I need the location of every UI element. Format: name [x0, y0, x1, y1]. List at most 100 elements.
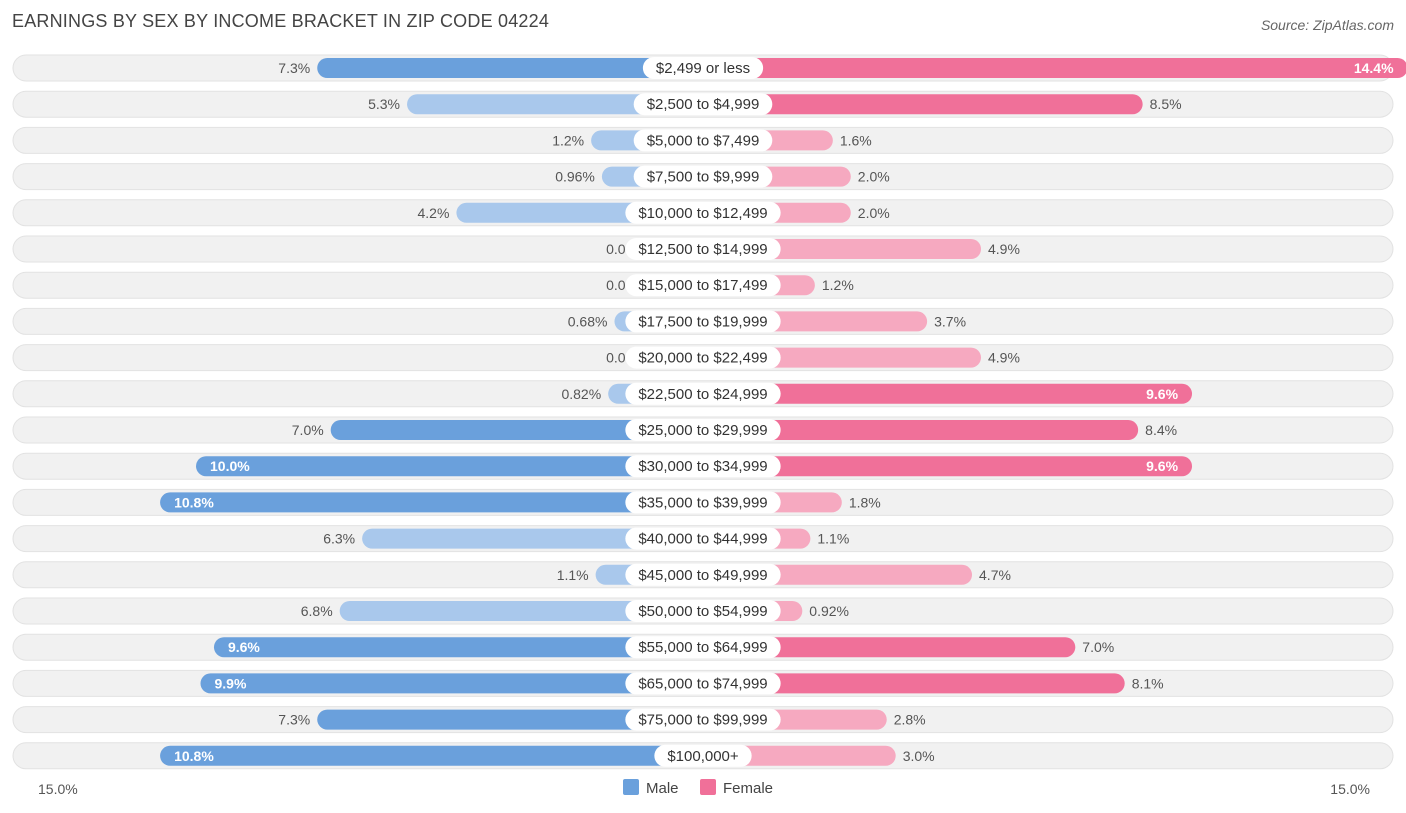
male-value-label: 10.8% [174, 494, 214, 510]
female-value-label: 2.0% [858, 169, 890, 185]
male-value-label: 0.68% [568, 313, 608, 329]
male-value-label: 10.8% [174, 748, 214, 764]
axis-label-right: 15.0% [1330, 781, 1370, 797]
category-label-background [625, 382, 781, 405]
male-value-label: 7.0% [292, 422, 324, 438]
female-value-label: 9.6% [1146, 458, 1178, 474]
male-value-label: 9.9% [214, 675, 246, 691]
category-label: $65,000 to $74,999 [638, 675, 767, 692]
female-value-label: 1.6% [840, 132, 872, 148]
legend: Male Female [623, 779, 773, 797]
category-label: $2,499 or less [656, 60, 750, 77]
category-label-background [625, 491, 781, 514]
male-value-label: 6.3% [323, 531, 355, 547]
category-label: $50,000 to $54,999 [638, 603, 767, 620]
category-label-background [625, 455, 781, 478]
female-value-label: 4.9% [988, 241, 1020, 257]
female-bar [703, 94, 1143, 115]
female-value-label: 1.1% [817, 531, 849, 547]
female-value-label: 3.0% [903, 748, 935, 764]
female-value-label: 1.2% [822, 277, 854, 293]
category-label-background [625, 310, 781, 333]
category-label: $12,500 to $14,999 [638, 241, 767, 258]
category-label-background [625, 346, 781, 369]
category-label-background [654, 744, 752, 767]
category-label: $15,000 to $17,499 [638, 277, 767, 294]
female-value-label: 8.5% [1150, 96, 1182, 112]
chart-source: Source: ZipAtlas.com [1261, 17, 1394, 33]
male-value-label: 9.6% [228, 639, 260, 655]
male-value-label: 0.82% [561, 386, 601, 402]
female-bar [703, 420, 1139, 440]
category-label-background [625, 563, 781, 586]
category-label-background [625, 274, 781, 297]
legend-swatch-female [700, 779, 716, 795]
category-label: $75,000 to $99,999 [638, 712, 767, 729]
male-bar [330, 420, 703, 440]
female-bar [703, 58, 1406, 78]
male-value-label: 6.8% [301, 603, 333, 619]
male-value-label: 5.3% [368, 96, 400, 112]
male-bar [160, 745, 703, 766]
female-value-label: 8.1% [1132, 675, 1164, 691]
category-label: $55,000 to $64,999 [638, 639, 767, 656]
category-label-background [625, 672, 781, 695]
male-bar [160, 492, 703, 513]
category-label-background [633, 129, 773, 152]
male-bar [339, 601, 703, 621]
female-value-label: 1.8% [849, 494, 881, 510]
category-label-background [625, 238, 781, 260]
female-value-label: 4.7% [979, 567, 1011, 583]
female-value-label: 3.7% [934, 313, 966, 329]
male-bar [407, 94, 703, 115]
legend-swatch-male [623, 779, 639, 795]
category-label: $7,500 to $9,999 [647, 169, 760, 186]
legend-label-male: Male [646, 780, 679, 797]
category-label-background [625, 419, 781, 441]
female-value-label: 14.4% [1354, 60, 1394, 76]
category-label: $40,000 to $44,999 [638, 531, 767, 548]
female-value-label: 9.6% [1146, 386, 1178, 402]
category-label: $45,000 to $49,999 [638, 567, 767, 584]
female-value-label: 4.9% [988, 350, 1020, 366]
male-bar [213, 637, 703, 658]
male-bar [317, 709, 703, 730]
male-value-label: 10.0% [210, 458, 250, 474]
category-label-background [633, 165, 773, 188]
category-label: $22,500 to $24,999 [638, 386, 767, 403]
female-value-label: 8.4% [1145, 422, 1177, 438]
category-label-background [625, 708, 781, 731]
female-bar [703, 456, 1193, 477]
category-label: $100,000+ [667, 748, 739, 765]
female-bar [703, 637, 1076, 658]
category-label: $5,000 to $7,499 [647, 132, 760, 149]
category-label-background [625, 201, 781, 224]
category-label: $20,000 to $22,499 [638, 350, 767, 367]
female-bar [703, 383, 1193, 404]
female-bar [703, 673, 1125, 694]
male-bar [200, 673, 704, 694]
category-label: $30,000 to $34,999 [638, 458, 767, 475]
male-bar [196, 456, 703, 477]
female-bar [703, 745, 896, 766]
male-bar [317, 58, 703, 78]
female-value-label: 0.92% [809, 603, 849, 619]
category-label: $17,500 to $19,999 [638, 313, 767, 330]
male-value-label: 1.2% [552, 132, 584, 148]
male-value-label: 0.96% [555, 169, 595, 185]
category-label: $25,000 to $29,999 [638, 422, 767, 439]
female-value-label: 2.8% [894, 712, 926, 728]
male-value-label: 4.2% [417, 205, 449, 221]
category-label-background [625, 600, 781, 622]
female-value-label: 7.0% [1082, 639, 1114, 655]
female-value-label: 2.0% [858, 205, 890, 221]
category-label-background [633, 93, 773, 116]
chart-title: EARNINGS BY SEX BY INCOME BRACKET IN ZIP… [12, 11, 549, 31]
category-label: $35,000 to $39,999 [638, 494, 767, 511]
male-bar [362, 528, 703, 549]
male-value-label: 1.1% [557, 567, 589, 583]
chart-rows: 7.3% 14.4% $2,499 or less 5.3% 8.5% $2,500 to… [12, 54, 1406, 770]
male-value-label: 7.3% [278, 60, 310, 76]
category-label-background [642, 57, 764, 79]
